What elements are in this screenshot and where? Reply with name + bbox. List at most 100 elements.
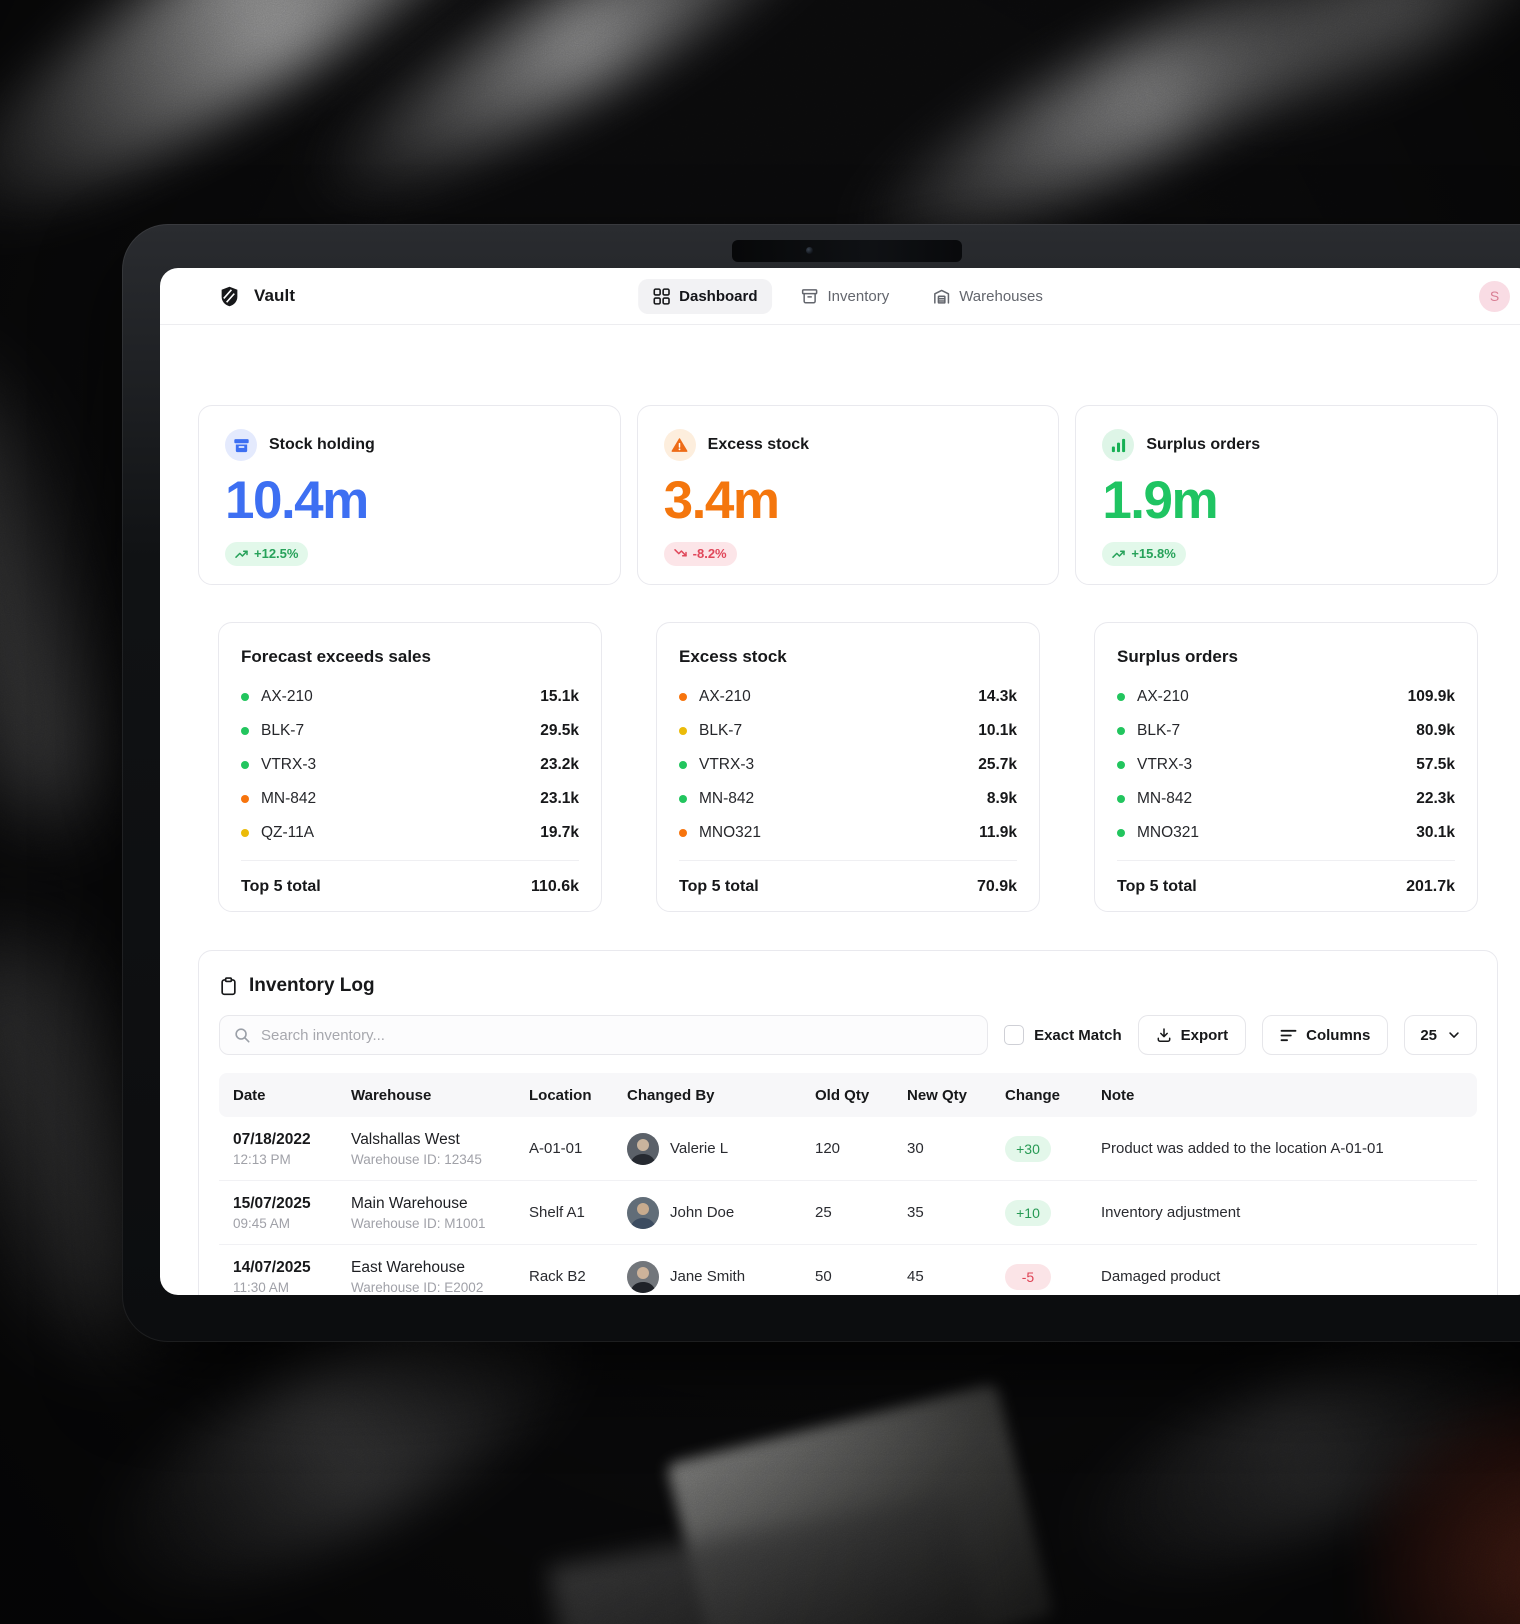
status-dot [679,727,687,735]
top-nav: Vault Dashboard [160,268,1520,325]
list-item: QZ-11A 19.7k [241,816,579,850]
table-row: 15/07/2025 09:45 AM Main Warehouse Warehou… [219,1181,1477,1245]
trend-badge: +12.5% [225,541,309,566]
stat-card-excess-stock: Excess stock 3.4m -8.2% [636,405,1060,585]
search-box[interactable] [219,1015,989,1055]
change-pill: +10 [1005,1199,1051,1226]
user-name: Valerie L [670,1140,729,1157]
list-item: MN-842 8.9k [679,782,1017,816]
user-avatar[interactable]: S [1479,280,1510,312]
cell-location: Shelf A1 [529,1204,585,1221]
header-new-qty: New Qty [907,1086,968,1104]
list-item: BLK-7 80.9k [1117,714,1455,748]
header-old-qty: Old Qty [815,1086,870,1104]
dashboard-content: Stock holding 10.4m +12.5% Excess stock [160,325,1520,1295]
status-dot [1117,693,1125,701]
page-size-value: 25 [1420,1026,1437,1044]
trend-up-icon [1112,550,1126,559]
item-value: 109.9k [1407,688,1455,705]
button-label: Export [1180,1026,1229,1044]
log-toolbar: Exact Match Export [219,1015,1477,1055]
stats-row: Stock holding 10.4m +12.5% Excess stock [198,405,1498,585]
item-name: BLK-7 [699,722,743,739]
trend-down-icon [673,549,687,557]
change-pill: -5 [1005,1263,1051,1290]
cell-old-qty: 120 [815,1140,841,1157]
status-dot [241,829,249,837]
search-input[interactable] [261,1026,974,1044]
export-button[interactable]: Export [1137,1015,1247,1055]
item-name: MNO321 [1137,824,1200,841]
item-value: 22.3k [1416,790,1455,807]
header-warehouse: Warehouse [351,1086,432,1104]
item-name: MN-842 [1137,790,1193,807]
cell-warehouse: East Warehouse Warehouse ID: E2002 [351,1258,484,1295]
status-dot [241,693,249,701]
breakdown-card-forecast: Forecast exceeds sales AX-210 15.1k BLK-7… [218,622,602,912]
total-row: Top 5 total 110.6k [241,861,579,913]
item-value: 80.9k [1416,722,1455,739]
status-dot [1117,761,1125,769]
clipboard-icon [221,976,236,995]
status-dot [679,795,687,803]
brand[interactable]: Vault [218,285,295,308]
status-dot [679,693,687,701]
tab-warehouses[interactable]: Warehouses [918,279,1058,314]
status-dot [1117,727,1125,735]
nav-tabs: Dashboard Inventory [638,278,1058,314]
camera-strip [732,240,962,262]
total-row: Top 5 total 201.7k [1117,861,1455,913]
list-item: AX-210 14.3k [679,680,1017,714]
stat-card-stock-holding: Stock holding 10.4m +12.5% [198,405,621,585]
cell-old-qty: 50 [815,1268,832,1285]
search-icon [235,1027,250,1043]
cell-new-qty: 35 [907,1204,924,1221]
status-dot [1117,829,1125,837]
list-item: MNO321 11.9k [679,816,1017,850]
item-value: 10.1k [978,722,1017,739]
warning-triangle-icon [663,429,696,461]
cell-note: Inventory adjustment [1101,1204,1241,1221]
inventory-table: Date Warehouse Location Changed By Old Q… [219,1073,1477,1295]
item-value: 25.7k [978,756,1017,773]
item-name: QZ-11A [261,824,315,841]
tab-label: Warehouses [959,287,1043,305]
stat-card-surplus-orders: Surplus orders 1.9m +15.8% [1075,405,1498,585]
total-label: Top 5 total [241,878,321,895]
list-item: VTRX-3 57.5k [1117,748,1455,782]
item-name: AX-210 [699,688,751,705]
tab-inventory[interactable]: Inventory [787,279,905,314]
total-value: 70.9k [976,878,1017,895]
dashboard-grid-icon [653,287,670,305]
status-dot [1117,795,1125,803]
exact-match-checkbox[interactable] [1004,1025,1025,1045]
item-value: 11.9k [979,824,1017,841]
item-value: 15.1k [540,688,579,705]
trend-up-icon [235,550,248,559]
status-dot [241,761,249,769]
tablet-device: Vault Dashboard [122,224,1520,1342]
list-item: MNO321 30.1k [1117,816,1455,850]
columns-button[interactable]: Columns [1262,1015,1389,1055]
item-name: MN-842 [699,790,755,807]
cell-note: Product was added to the location A-01-0… [1101,1140,1384,1157]
item-value: 57.5k [1416,756,1455,773]
trend-badge: +15.8% [1102,541,1186,566]
checkbox-label: Exact Match [1034,1026,1122,1044]
total-row: Top 5 total 70.9k [679,861,1017,913]
tab-dashboard[interactable]: Dashboard [638,278,773,314]
item-name: MN-842 [261,790,317,807]
section-title: Inventory Log [249,975,375,996]
list-item: AX-210 15.1k [241,680,579,714]
button-label: Columns [1306,1026,1371,1044]
page-size-select[interactable]: 25 [1404,1015,1477,1055]
list-item: MN-842 22.3k [1117,782,1455,816]
exact-match-toggle[interactable]: Exact Match [1004,1025,1122,1045]
divider [241,860,579,861]
item-name: BLK-7 [1137,722,1181,739]
download-icon [1157,1028,1171,1042]
list-item: MN-842 23.1k [241,782,579,816]
item-name: VTRX-3 [261,756,317,773]
cell-change: -5 [1005,1263,1101,1290]
cell-changed-by: John Doe [627,1196,815,1229]
